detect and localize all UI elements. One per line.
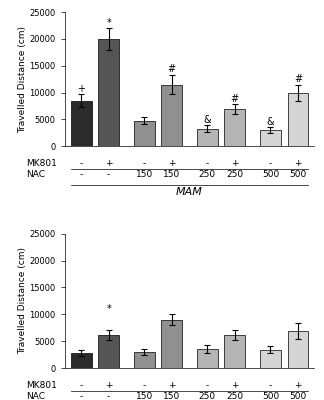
Bar (161, 320, 182, 368)
Text: #: # (231, 94, 239, 104)
Text: 150: 150 (136, 392, 153, 400)
Text: *: * (106, 304, 111, 314)
Text: -: - (80, 392, 83, 400)
Text: MK801: MK801 (26, 381, 57, 390)
Text: +: + (77, 84, 85, 94)
Bar (225, 109, 245, 146)
Bar (197, 129, 218, 146)
Text: +: + (294, 381, 302, 390)
Text: -: - (269, 159, 272, 168)
Text: 250: 250 (226, 170, 243, 179)
Text: 250: 250 (199, 392, 216, 400)
Bar (260, 130, 281, 146)
Text: 150: 150 (136, 170, 153, 179)
Text: -: - (206, 381, 209, 390)
Text: +: + (105, 381, 112, 390)
Bar (134, 352, 155, 368)
Bar (287, 93, 308, 146)
Bar (71, 101, 91, 146)
Text: *: * (106, 18, 111, 28)
Text: -: - (80, 159, 83, 168)
Y-axis label: Travelled Distance (cm): Travelled Distance (cm) (18, 247, 27, 354)
Bar (260, 350, 281, 368)
Text: -: - (107, 170, 110, 179)
Bar (134, 120, 155, 146)
Bar (287, 331, 308, 368)
Text: +: + (231, 159, 238, 168)
Text: +: + (294, 159, 302, 168)
Text: 500: 500 (262, 170, 279, 179)
Text: #: # (294, 74, 302, 84)
Text: +: + (231, 381, 238, 390)
Text: -: - (80, 381, 83, 390)
Text: -: - (143, 159, 146, 168)
Text: 500: 500 (289, 392, 307, 400)
Text: MAM: MAM (176, 187, 203, 197)
Text: 150: 150 (163, 170, 180, 179)
Text: +: + (168, 381, 176, 390)
Text: 150: 150 (163, 392, 180, 400)
Text: +: + (168, 159, 176, 168)
Text: &: & (203, 115, 211, 125)
Text: -: - (269, 381, 272, 390)
Text: NAC: NAC (26, 170, 45, 179)
Text: 500: 500 (262, 392, 279, 400)
Text: #: # (168, 64, 176, 74)
Text: MK801: MK801 (26, 159, 57, 168)
Text: 250: 250 (199, 170, 216, 179)
Text: 250: 250 (226, 392, 243, 400)
Bar (161, 84, 182, 146)
Bar (225, 335, 245, 368)
Text: -: - (80, 170, 83, 179)
Text: -: - (206, 159, 209, 168)
Bar (98, 335, 119, 368)
Text: &: & (267, 117, 274, 127)
Text: -: - (107, 392, 110, 400)
Bar (98, 39, 119, 146)
Bar (71, 353, 91, 368)
Text: +: + (105, 159, 112, 168)
Text: -: - (143, 381, 146, 390)
Text: NAC: NAC (26, 392, 45, 400)
Bar (197, 349, 218, 368)
Y-axis label: Travelled Distance (cm): Travelled Distance (cm) (18, 26, 27, 133)
Text: 500: 500 (289, 170, 307, 179)
